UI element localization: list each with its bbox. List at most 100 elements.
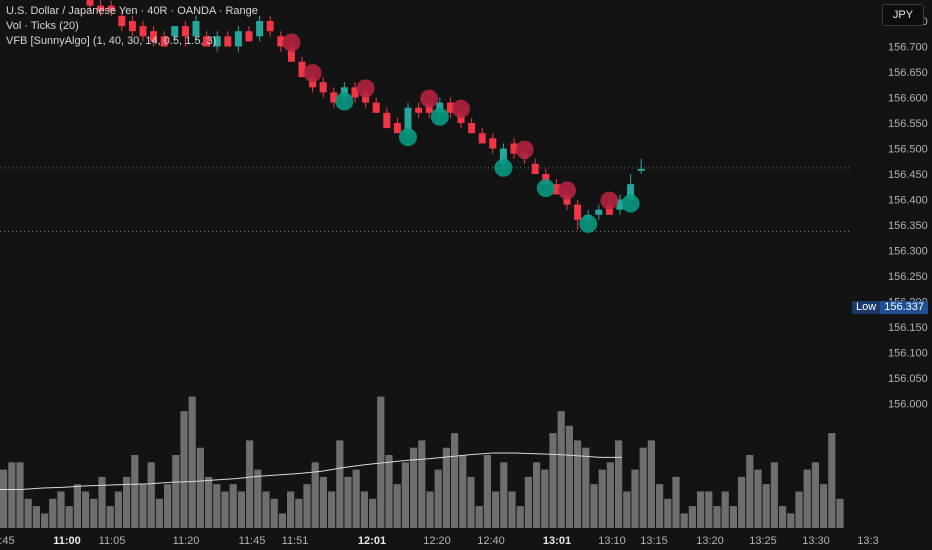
low-value: 156.337	[880, 301, 928, 314]
x-tick-label: 13:20	[696, 535, 724, 547]
volume-bar	[492, 491, 500, 528]
candle-body	[171, 26, 179, 37]
candle-body	[192, 21, 200, 37]
volume-bar	[836, 498, 844, 528]
candle-body	[277, 36, 285, 47]
volume-bar	[541, 469, 549, 528]
low-price-tag: Low 156.337	[852, 301, 928, 314]
x-tick-label: 12:20	[423, 535, 451, 547]
volume-bar	[598, 469, 606, 528]
volume-bar	[688, 506, 696, 528]
y-tick-label: 156.250	[888, 271, 928, 283]
y-tick-label: 156.600	[888, 93, 928, 105]
volume-bar	[639, 447, 647, 528]
volume-bar	[196, 447, 204, 528]
candle-body	[160, 36, 168, 47]
volume-bar	[762, 484, 770, 528]
volume-bar	[746, 455, 754, 528]
volume-bar	[139, 484, 147, 528]
candle-body	[425, 102, 433, 113]
candle-body	[362, 92, 370, 103]
bull-signal-marker	[335, 92, 354, 111]
bull-signal-marker	[430, 107, 449, 126]
candle-body	[489, 138, 497, 149]
candle-body	[97, 5, 105, 11]
candle-body	[319, 82, 327, 93]
volume-bar	[582, 447, 590, 528]
currency-button[interactable]: JPY	[882, 4, 924, 26]
volume-bar	[795, 491, 803, 528]
candle-body	[256, 21, 264, 37]
candle-body	[287, 46, 295, 62]
candle-body	[150, 31, 158, 42]
volume-bar	[205, 476, 213, 528]
candle-body	[542, 174, 550, 185]
volume-bar	[114, 491, 122, 528]
bear-signal-marker	[303, 64, 322, 83]
volume-bar	[516, 506, 524, 528]
volume-bar	[237, 491, 245, 528]
x-tick-label: 11:00	[53, 535, 81, 547]
candle-body	[213, 36, 221, 47]
volume-bar	[213, 484, 221, 528]
candle-body	[637, 168, 645, 171]
volume-bar	[262, 491, 270, 528]
volume-bar	[16, 462, 24, 528]
candle-body	[468, 123, 476, 134]
volume-bar	[557, 411, 565, 528]
y-tick-label: 156.400	[888, 195, 928, 207]
volume-bar	[828, 433, 836, 528]
volume-bar	[574, 440, 582, 528]
volume-bar	[615, 440, 623, 528]
candle-body	[563, 194, 571, 205]
volume-bar	[344, 476, 352, 528]
volume-bar	[155, 498, 163, 528]
volume-bar	[393, 484, 401, 528]
y-tick-label: 156.500	[888, 144, 928, 156]
bear-signal-marker	[420, 89, 439, 108]
volume-bar	[721, 491, 729, 528]
volume-bar	[221, 491, 229, 528]
volume-bar	[377, 396, 385, 528]
candle-body	[245, 31, 253, 42]
x-tick-label: 11:20	[173, 535, 200, 547]
volume-bar	[451, 433, 459, 528]
y-tick-label: 156.650	[888, 67, 928, 79]
volume-bar	[24, 498, 32, 528]
candle-body	[224, 36, 232, 47]
volume-bar	[500, 462, 508, 528]
low-label: Low	[852, 301, 881, 314]
volume-bar	[401, 462, 409, 528]
y-tick-label: 156.150	[888, 322, 928, 334]
volume-bar	[311, 462, 319, 528]
indicator-legend: VFB [SunnyAlgo] (1, 40, 30, 14, 0.5, 1.5…	[6, 35, 217, 47]
candle-body	[446, 102, 454, 113]
bear-signal-marker	[282, 33, 301, 52]
volume-bar	[524, 476, 532, 528]
volume-bar	[270, 498, 278, 528]
bull-signal-marker	[494, 158, 513, 177]
bear-signal-marker	[558, 181, 576, 200]
volume-ma-line	[0, 452, 622, 490]
volume-bar	[647, 440, 655, 528]
x-tick-label: 11:51	[282, 535, 309, 547]
volume-bar	[631, 469, 639, 528]
x-tick-label: 13:01	[543, 535, 571, 547]
candle-body	[510, 143, 518, 154]
volume-bar	[98, 476, 106, 528]
volume-bar	[418, 440, 426, 528]
volume-bar	[754, 469, 762, 528]
volume-bar	[0, 469, 8, 528]
volume-bar	[336, 440, 344, 528]
candle-body	[499, 148, 507, 164]
bear-signal-marker	[452, 99, 470, 118]
y-tick-label: 156.450	[888, 169, 928, 181]
volume-bar	[73, 484, 81, 528]
bull-signal-marker	[399, 128, 417, 147]
volume-legend: Vol · Ticks (20)	[6, 20, 79, 32]
candle-body	[415, 107, 423, 113]
volume-bar	[164, 484, 172, 528]
volume-bar	[90, 498, 98, 528]
candle-body	[330, 92, 338, 103]
